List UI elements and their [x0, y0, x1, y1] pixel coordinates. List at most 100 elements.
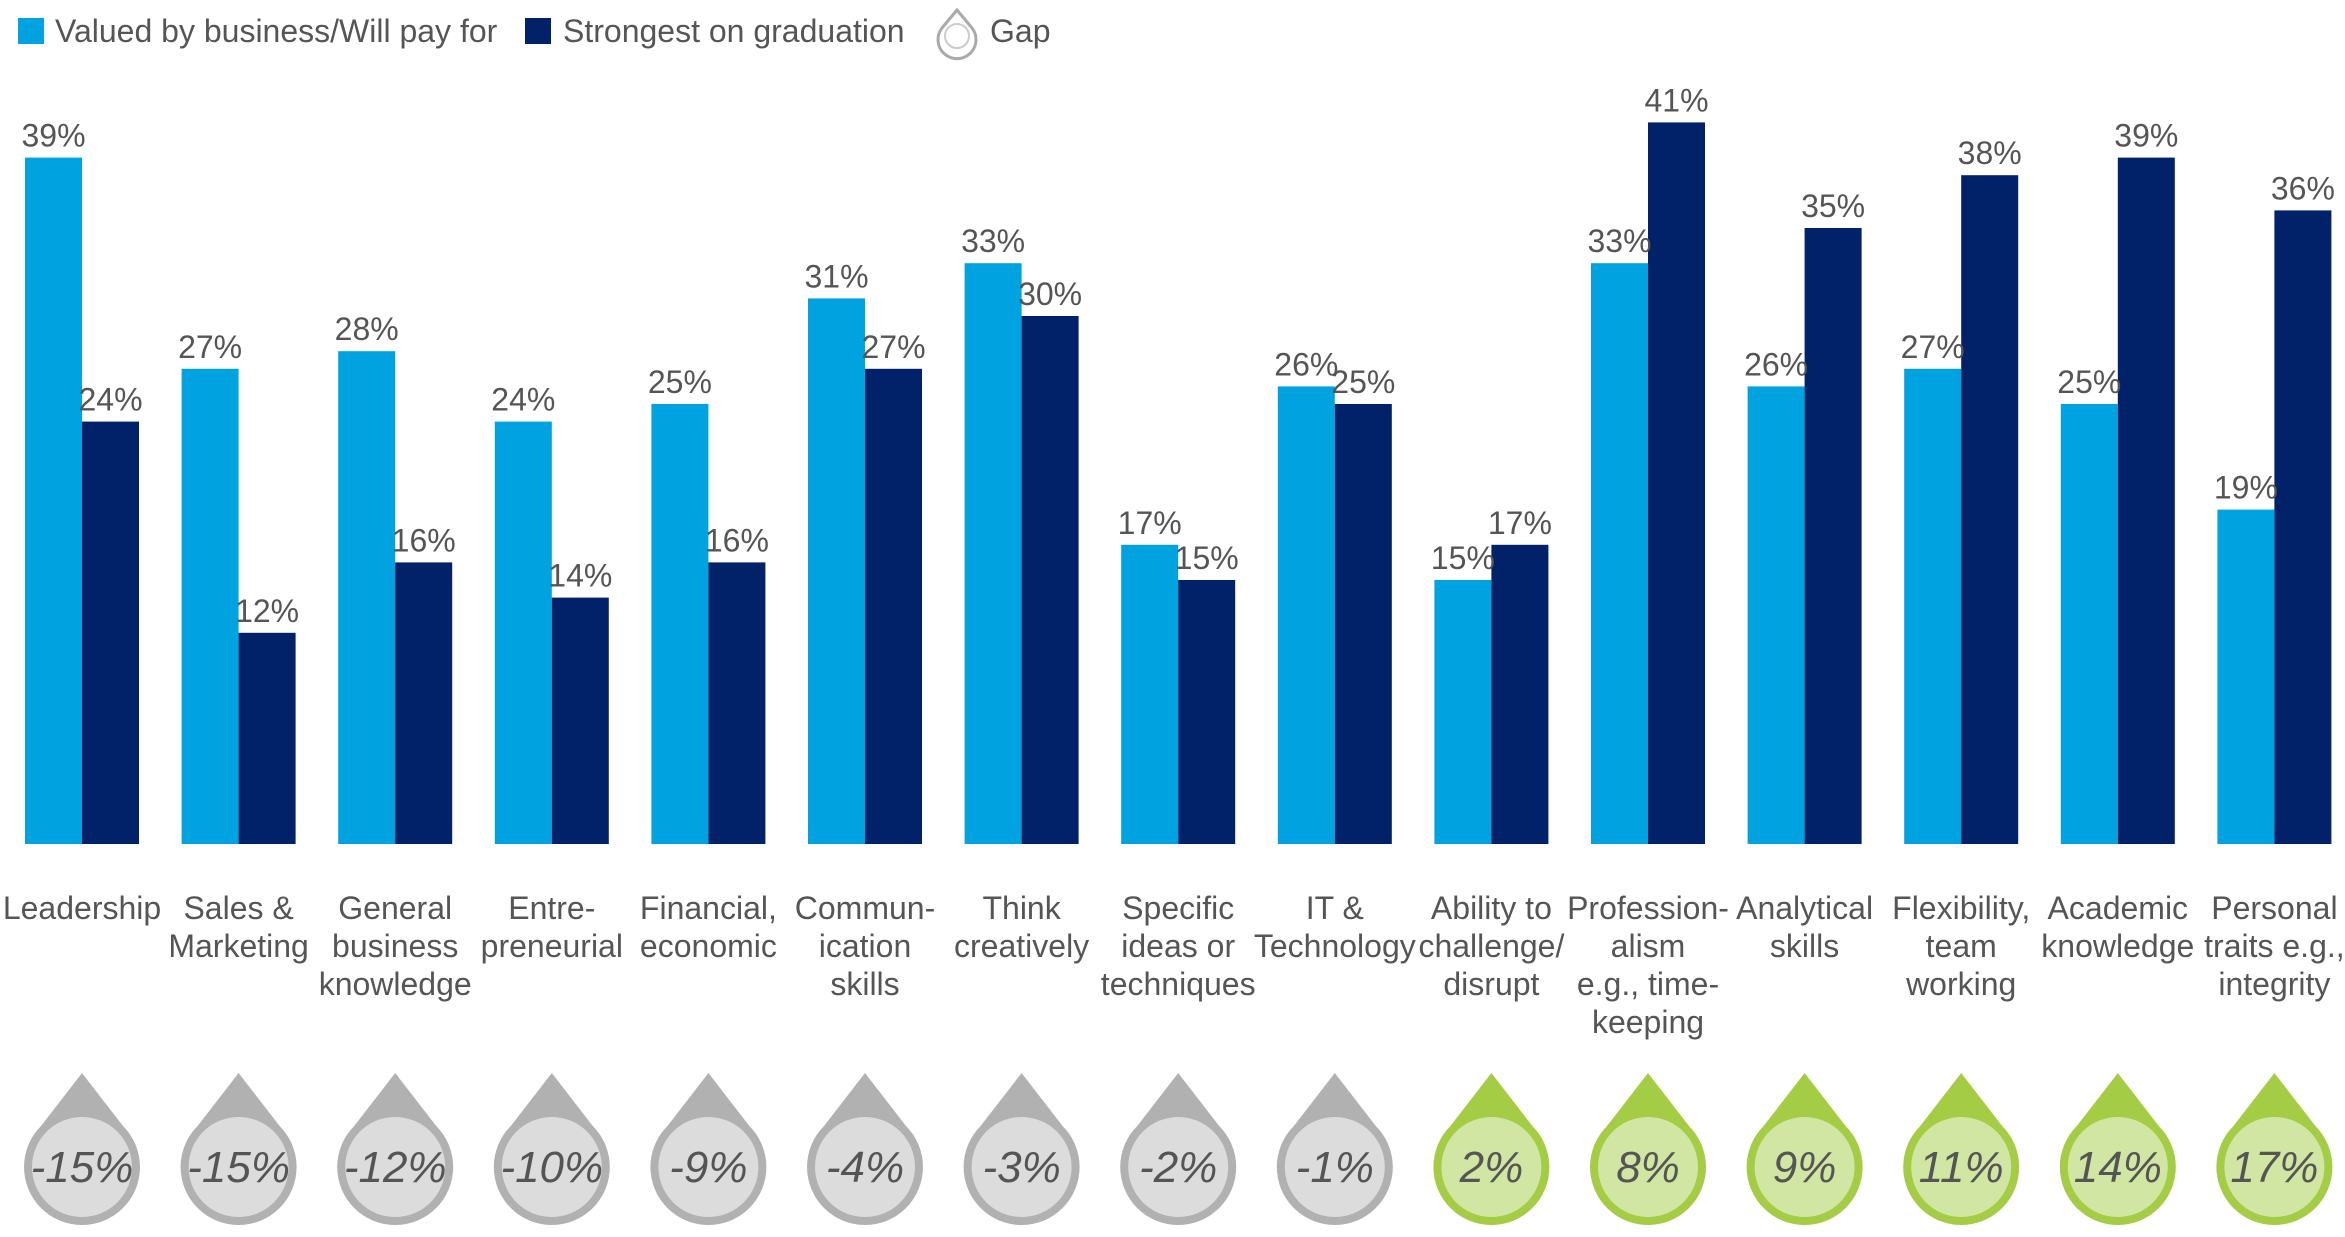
value-label-valued-6: 33% [961, 223, 1025, 259]
category-label-0: Leadership [3, 890, 161, 926]
legend-swatch-valued [18, 18, 44, 44]
bar-valued-13 [2060, 404, 2118, 844]
gap-drop-inner-14 [2224, 1117, 2325, 1217]
legend: Valued by business/Will pay for Strongest… [18, 7, 1050, 61]
gap-value-0: -15% [31, 1143, 134, 1192]
gap-value-5: -4% [826, 1143, 904, 1192]
legend-label-strongest: Strongest on graduation [563, 13, 905, 49]
bar-strongest-7 [1178, 580, 1236, 844]
legend-label-valued: Valued by business/Will pay for [55, 13, 498, 49]
category-label-2: General business knowledge [319, 890, 472, 1002]
bar-valued-6 [964, 263, 1022, 844]
value-label-strongest-9: 17% [1488, 505, 1552, 541]
category-label-6: Think creatively [954, 890, 1089, 964]
bar-valued-3 [494, 421, 552, 844]
legend-label-gap: Gap [990, 13, 1050, 49]
gap-legend-icon-inner [944, 23, 970, 49]
value-label-strongest-14: 36% [2271, 170, 2335, 206]
bar-strongest-0 [82, 421, 139, 844]
bar-valued-1 [181, 368, 239, 844]
value-label-strongest-2: 16% [392, 522, 456, 558]
bar-valued-2 [338, 351, 396, 844]
bar-valued-0 [25, 157, 82, 845]
gap-legend-icon [936, 7, 978, 61]
gap-drop-inner-8 [1284, 1117, 1385, 1217]
bar-strongest-3 [551, 597, 609, 844]
gap-value-14: 17% [2230, 1143, 2318, 1192]
gap-drop-inner-7 [1128, 1117, 1229, 1217]
value-label-valued-0: 39% [21, 118, 85, 154]
bar-valued-11 [1747, 386, 1805, 844]
bar-valued-10 [1591, 263, 1648, 844]
gap-drop-inner-11 [1754, 1117, 1855, 1217]
bar-valued-14 [2217, 509, 2275, 844]
bar-valued-4 [651, 404, 709, 844]
gap-value-4: -9% [669, 1143, 747, 1192]
gap-value-10: 8% [1616, 1143, 1680, 1192]
category-label-9: Ability to challenge/disrupt [1418, 890, 1564, 1002]
gap-drop-inner-13 [2067, 1117, 2168, 1217]
legend-swatch-strongest [525, 18, 551, 44]
value-label-valued-8: 26% [1274, 346, 1338, 382]
value-label-strongest-12: 38% [1958, 135, 2022, 171]
bar-strongest-5 [865, 368, 922, 844]
value-label-strongest-1: 12% [235, 593, 299, 629]
category-label-10: Profession-alism e.g., time-keeping [1567, 890, 1729, 1040]
value-label-valued-7: 17% [1118, 505, 1182, 541]
gap-drop-inner-12 [1911, 1117, 2012, 1217]
value-label-valued-14: 19% [2214, 470, 2278, 506]
value-label-strongest-10: 41% [1644, 82, 1708, 118]
gap-value-12: 11% [1919, 1143, 2004, 1192]
gap-value-8: -1% [1296, 1143, 1374, 1192]
category-label-8: IT & Technology [1254, 890, 1416, 964]
value-label-strongest-0: 24% [78, 382, 142, 418]
value-label-valued-10: 33% [1587, 223, 1651, 259]
bar-strongest-1 [238, 632, 296, 844]
bar-strongest-9 [1491, 544, 1549, 844]
value-label-strongest-13: 39% [2114, 118, 2178, 154]
bar-strongest-10 [1648, 122, 1705, 844]
value-label-strongest-11: 35% [1801, 188, 1865, 224]
bar-strongest-14 [2274, 210, 2332, 844]
category-label-13: Academic knowledge [2041, 890, 2194, 964]
bar-strongest-13 [2117, 157, 2175, 845]
bar-strongest-8 [1334, 404, 1392, 844]
value-label-strongest-8: 25% [1331, 364, 1395, 400]
bar-strongest-12 [1961, 175, 2019, 844]
gap-drop-inner-2 [345, 1117, 446, 1217]
bar-strongest-6 [1021, 316, 1079, 844]
gap-value-1: -15% [187, 1143, 290, 1192]
category-label-1: Sales & Marketing [168, 890, 309, 964]
value-label-valued-1: 27% [178, 329, 242, 365]
value-label-strongest-4: 16% [705, 522, 769, 558]
bar-valued-12 [1904, 368, 1962, 844]
value-label-valued-12: 27% [1901, 329, 1965, 365]
gap-value-3: -10% [500, 1143, 603, 1192]
category-label-12: Flexibility, team working [1892, 890, 2030, 1002]
bar-strongest-2 [395, 562, 453, 844]
gap-drop-inner-3 [501, 1117, 602, 1217]
category-label-7: Specific ideas or techniques [1101, 890, 1256, 1002]
gap-drop-inner-0 [32, 1117, 132, 1217]
gap-markers: -15% -15% -12% -10% -9% -4% -3% -2% -1% 2% 8% 9% 11%… [24, 1073, 2333, 1226]
gap-drop-inner-5 [815, 1117, 915, 1217]
value-label-valued-3: 24% [491, 382, 555, 418]
gap-value-13: 14% [2074, 1143, 2162, 1192]
category-label-3: Entre-preneurial [481, 890, 623, 964]
gap-value-11: 9% [1773, 1143, 1837, 1192]
value-label-strongest-5: 27% [861, 329, 925, 365]
gap-value-9: 2% [1459, 1143, 1524, 1192]
value-label-strongest-7: 15% [1175, 540, 1239, 576]
value-label-valued-4: 25% [648, 364, 712, 400]
bar-strongest-11 [1804, 228, 1862, 844]
bar-valued-7 [1121, 544, 1179, 844]
value-label-valued-2: 28% [335, 311, 399, 347]
value-label-strongest-6: 30% [1018, 276, 1082, 312]
value-label-valued-9: 15% [1431, 540, 1495, 576]
category-label-11: Analytical skills [1736, 890, 1873, 964]
gap-drop-inner-4 [658, 1117, 759, 1217]
gap-drop-inner-9 [1441, 1117, 1542, 1217]
bar-valued-5 [808, 298, 865, 844]
value-label-valued-13: 25% [2057, 364, 2121, 400]
